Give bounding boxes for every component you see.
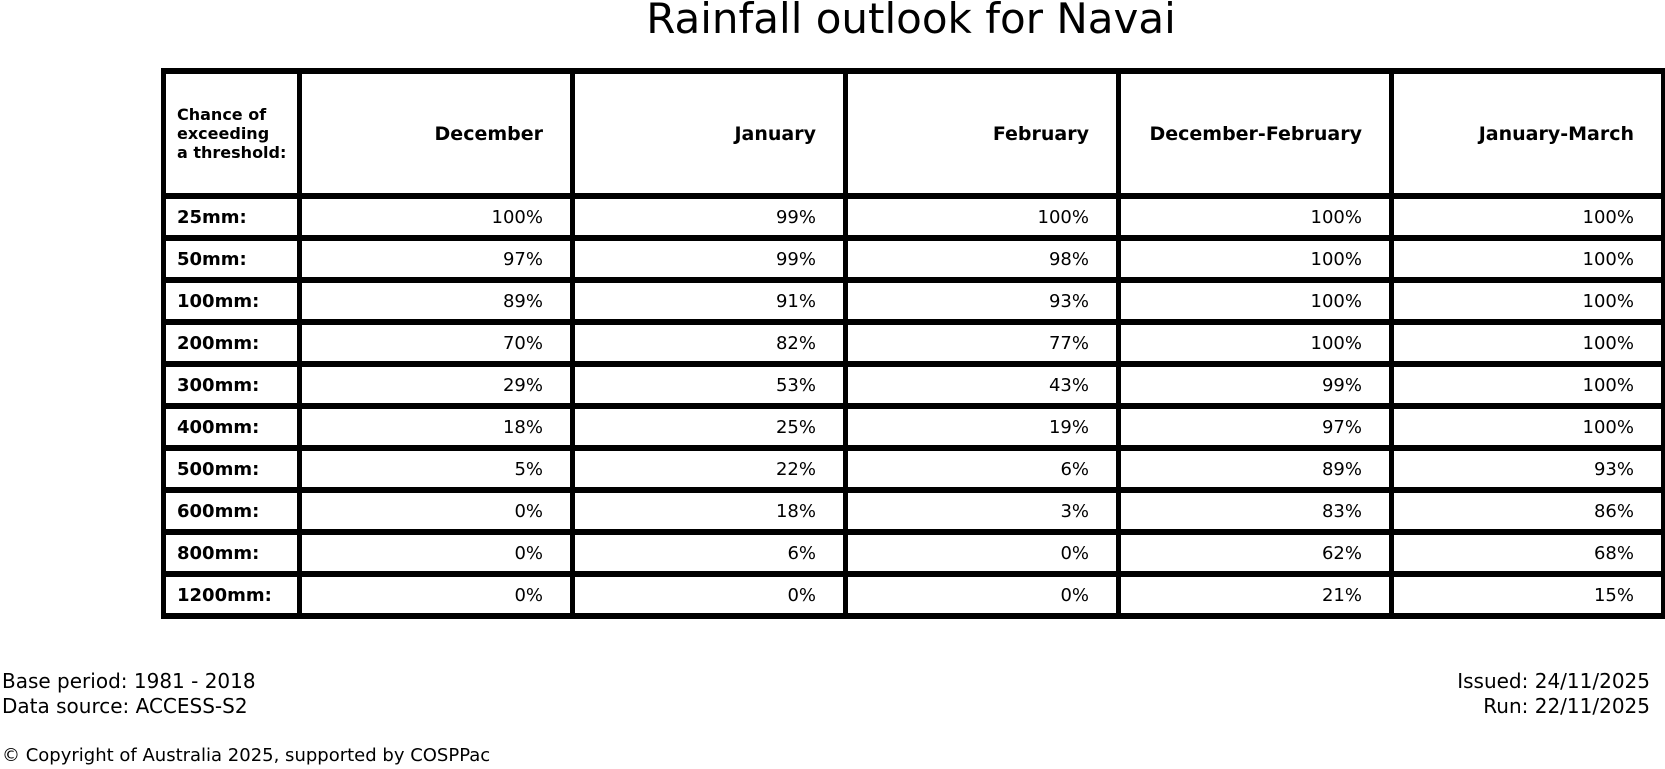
value-cell: 100%	[1389, 403, 1665, 451]
value-cell: 100%	[1389, 361, 1665, 409]
value-cell: 82%	[570, 319, 848, 367]
value-cell: 97%	[297, 235, 575, 283]
value-cell: 0%	[297, 529, 575, 577]
table-row: 1200mm: 0% 0% 0% 21% 15%	[161, 571, 1665, 619]
value-cell: 68%	[1389, 529, 1665, 577]
value-cell: 25%	[570, 403, 848, 451]
table-row: 50mm: 97% 99% 98% 100% 100%	[161, 235, 1665, 283]
rainfall-outlook-table: Chance of exceeding a threshold: Decembe…	[161, 68, 1665, 619]
column-header-january-march: January-March	[1389, 68, 1665, 199]
value-cell: 53%	[570, 361, 848, 409]
value-cell: 89%	[297, 277, 575, 325]
value-cell: 18%	[570, 487, 848, 535]
value-cell: 89%	[1116, 445, 1394, 493]
value-cell: 99%	[570, 235, 848, 283]
value-cell: 100%	[1389, 235, 1665, 283]
value-cell: 100%	[1389, 277, 1665, 325]
row-label: 100mm:	[161, 277, 302, 325]
value-cell: 100%	[297, 193, 575, 241]
value-cell: 98%	[843, 235, 1121, 283]
value-cell: 21%	[1116, 571, 1394, 619]
value-cell: 100%	[1389, 193, 1665, 241]
row-label: 200mm:	[161, 319, 302, 367]
value-cell: 97%	[1116, 403, 1394, 451]
header-row: Chance of exceeding a threshold: Decembe…	[161, 68, 1665, 199]
value-cell: 19%	[843, 403, 1121, 451]
value-cell: 6%	[570, 529, 848, 577]
value-cell: 6%	[843, 445, 1121, 493]
value-cell: 18%	[297, 403, 575, 451]
column-header-february: February	[843, 68, 1121, 199]
row-label: 800mm:	[161, 529, 302, 577]
row-label: 400mm:	[161, 403, 302, 451]
value-cell: 15%	[1389, 571, 1665, 619]
value-cell: 93%	[843, 277, 1121, 325]
value-cell: 22%	[570, 445, 848, 493]
row-label: 50mm:	[161, 235, 302, 283]
table-row: 800mm: 0% 6% 0% 62% 68%	[161, 529, 1665, 577]
value-cell: 100%	[1389, 319, 1665, 367]
table-row: 100mm: 89% 91% 93% 100% 100%	[161, 277, 1665, 325]
value-cell: 100%	[843, 193, 1121, 241]
footer-left: Base period: 1981 - 2018 Data source: AC…	[2, 669, 256, 719]
table-row: 600mm: 0% 18% 3% 83% 86%	[161, 487, 1665, 535]
value-cell: 99%	[1116, 361, 1394, 409]
column-header-december-february: December-February	[1116, 68, 1394, 199]
table-body: 25mm: 100% 99% 100% 100% 100% 50mm: 97% …	[161, 193, 1665, 619]
value-cell: 100%	[1116, 193, 1394, 241]
value-cell: 83%	[1116, 487, 1394, 535]
value-cell: 0%	[297, 487, 575, 535]
value-cell: 29%	[297, 361, 575, 409]
value-cell: 100%	[1116, 319, 1394, 367]
value-cell: 0%	[843, 571, 1121, 619]
value-cell: 91%	[570, 277, 848, 325]
value-cell: 70%	[297, 319, 575, 367]
copyright-text: © Copyright of Australia 2025, supported…	[2, 745, 491, 766]
column-header-january: January	[570, 68, 848, 199]
value-cell: 77%	[843, 319, 1121, 367]
value-cell: 86%	[1389, 487, 1665, 535]
row-label: 500mm:	[161, 445, 302, 493]
issued-date-text: Issued: 24/11/2025	[1457, 669, 1650, 693]
table-row: 25mm: 100% 99% 100% 100% 100%	[161, 193, 1665, 241]
page-title: Rainfall outlook for Navai	[646, 0, 1176, 43]
table-row: 400mm: 18% 25% 19% 97% 100%	[161, 403, 1665, 451]
base-period-text: Base period: 1981 - 2018	[2, 669, 256, 693]
value-cell: 62%	[1116, 529, 1394, 577]
column-header-december: December	[297, 68, 575, 199]
value-cell: 100%	[1116, 235, 1394, 283]
run-date-text: Run: 22/11/2025	[1483, 694, 1650, 718]
value-cell: 93%	[1389, 445, 1665, 493]
row-label: 300mm:	[161, 361, 302, 409]
value-cell: 5%	[297, 445, 575, 493]
value-cell: 0%	[297, 571, 575, 619]
value-cell: 0%	[843, 529, 1121, 577]
table-header: Chance of exceeding a threshold: Decembe…	[161, 68, 1665, 199]
value-cell: 0%	[570, 571, 848, 619]
data-source-text: Data source: ACCESS-S2	[2, 694, 248, 718]
table-row: 300mm: 29% 53% 43% 99% 100%	[161, 361, 1665, 409]
value-cell: 99%	[570, 193, 848, 241]
value-cell: 3%	[843, 487, 1121, 535]
row-label: 600mm:	[161, 487, 302, 535]
table-row: 200mm: 70% 82% 77% 100% 100%	[161, 319, 1665, 367]
row-label: 25mm:	[161, 193, 302, 241]
value-cell: 100%	[1116, 277, 1394, 325]
row-label: 1200mm:	[161, 571, 302, 619]
corner-header-cell: Chance of exceeding a threshold:	[161, 68, 302, 199]
value-cell: 43%	[843, 361, 1121, 409]
table-row: 500mm: 5% 22% 6% 89% 93%	[161, 445, 1665, 493]
footer-right: Issued: 24/11/2025 Run: 22/11/2025	[1457, 669, 1650, 719]
